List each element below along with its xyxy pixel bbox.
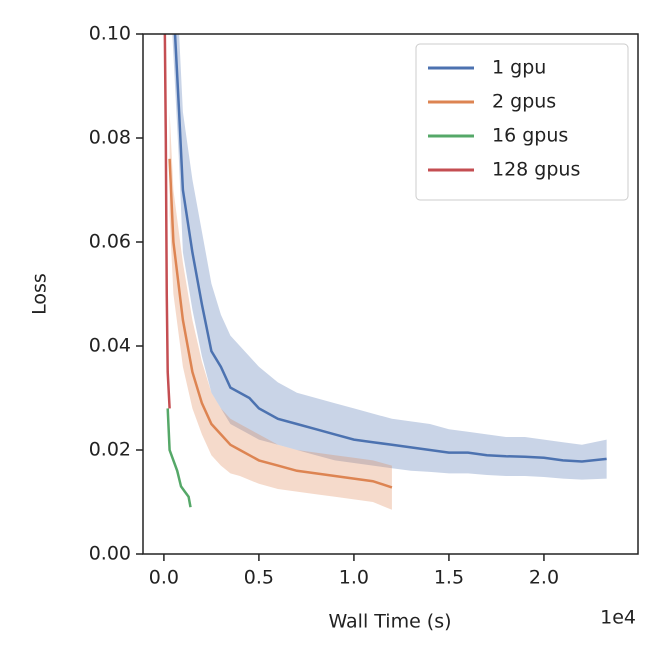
series-line [166,408,192,508]
y-tick-label: 0.04 [89,335,131,357]
x-offset-label: 1e4 [600,607,636,629]
y-tick-label: 0.08 [89,127,131,149]
series-line [163,34,171,409]
x-tick-label: 1.0 [339,567,369,589]
y-tick-label: 0.06 [89,231,131,253]
x-tick-label: 0.0 [149,567,179,589]
plot-area [163,34,607,510]
series-line [173,34,607,463]
y-tick-label: 0.02 [89,439,131,461]
legend-box [415,43,629,201]
y-tick-label: 0.00 [89,543,131,565]
y-tick-label: 0.10 [89,23,131,45]
legend-label: 1 gpu [492,57,546,79]
x-axis-label: Wall Time (s) [328,611,451,633]
legend-label: 16 gpus [492,125,568,147]
legend-label: 2 gpus [492,91,556,113]
axes-frame [142,33,639,555]
x-tick-label: 0.5 [244,567,274,589]
legend-label: 128 gpus [492,159,580,181]
x-tick-label: 1.5 [434,567,464,589]
series-line [168,158,393,489]
confidence-band [169,112,392,510]
y-axis-label: Loss [29,273,51,315]
x-tick-label: 2.0 [529,567,559,589]
